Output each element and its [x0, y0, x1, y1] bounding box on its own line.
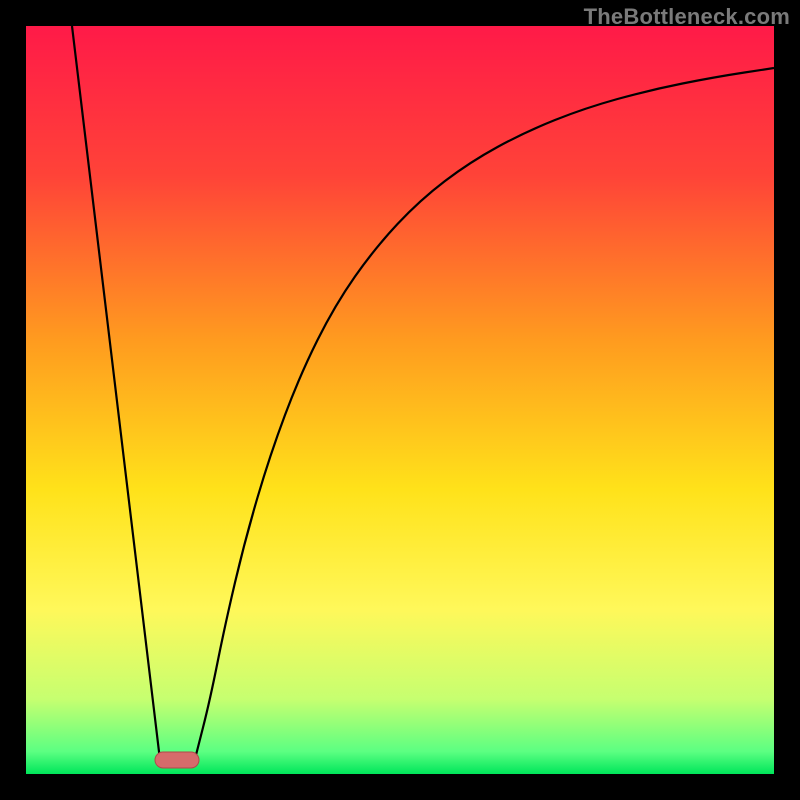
chart-gradient-background — [26, 26, 774, 774]
bottleneck-chart: TheBottleneck.com — [0, 0, 800, 800]
watermark-text: TheBottleneck.com — [584, 4, 790, 30]
bottleneck-marker — [155, 752, 199, 768]
chart-svg — [0, 0, 800, 800]
